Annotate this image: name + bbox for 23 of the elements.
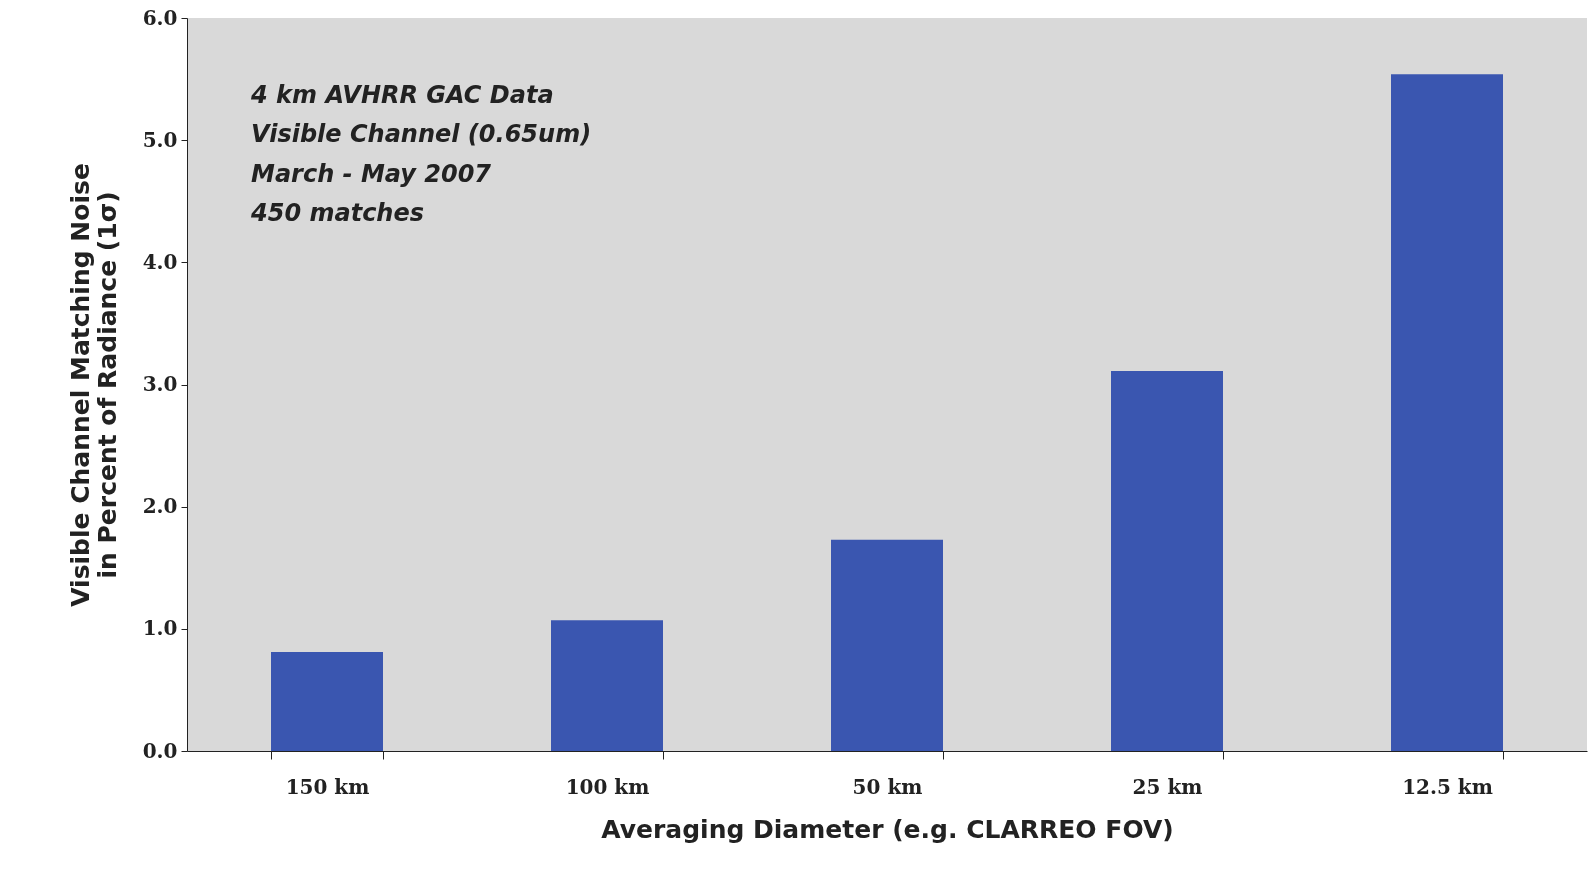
x-tick-label: 50 km [852, 774, 923, 799]
x-tick-label: 25 km [1132, 774, 1203, 799]
annotation: 4 km AVHRR GAC Data [250, 81, 554, 109]
y-tick-label: 6.0 [142, 5, 178, 30]
x-axis-title: Averaging Diameter (e.g. CLARREO FOV) [601, 814, 1174, 844]
bar [1111, 371, 1223, 751]
y-tick-label: 2.0 [142, 494, 178, 519]
bar [831, 539, 943, 751]
y-tick-label: 4.0 [142, 249, 178, 274]
annotation: March - May 2007 [251, 159, 492, 188]
y-tick-label: 0.0 [142, 738, 178, 763]
bar [1391, 74, 1503, 751]
annotation: Visible Channel (0.65um) [251, 120, 592, 149]
y-tick-label: 5.0 [142, 127, 178, 152]
x-tick-label: 12.5 km [1402, 774, 1493, 799]
y-axis-title: Visible Channel Matching Noise in Percent of Radiance (1σ) [65, 163, 122, 607]
y-tick-label: 3.0 [142, 372, 178, 396]
x-tick-label: 100 km [565, 774, 650, 799]
bar [551, 620, 663, 751]
bar [271, 652, 383, 751]
annotation: 450 matches [250, 199, 425, 227]
x-tick-label: 150 km [285, 774, 370, 799]
y-tick-label: 1.0 [142, 616, 178, 641]
